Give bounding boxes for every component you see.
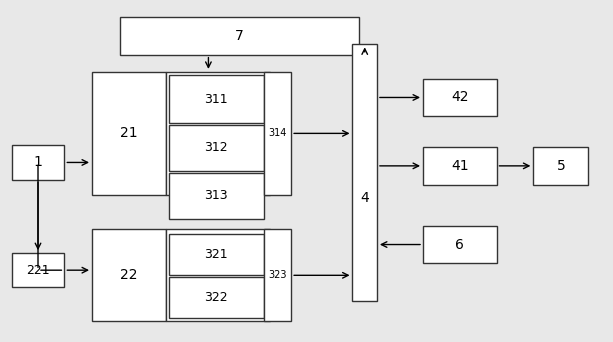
Bar	[169, 277, 264, 318]
Text: 5: 5	[557, 159, 565, 173]
Bar	[166, 229, 270, 321]
Bar	[352, 44, 377, 301]
Bar	[169, 75, 264, 123]
Bar	[264, 72, 291, 195]
Text: 1: 1	[34, 156, 43, 169]
Text: 321: 321	[204, 248, 228, 261]
Bar	[92, 72, 166, 195]
Bar	[169, 173, 264, 219]
Bar	[12, 145, 64, 180]
Text: 42: 42	[451, 91, 468, 104]
Text: 22: 22	[120, 268, 137, 282]
Text: 21: 21	[120, 127, 137, 140]
Bar	[166, 72, 270, 195]
Text: 4: 4	[360, 192, 369, 205]
Text: 41: 41	[451, 159, 468, 173]
Text: 322: 322	[204, 291, 228, 304]
Bar	[169, 125, 264, 171]
Bar	[120, 17, 359, 55]
Text: 311: 311	[204, 93, 228, 106]
Bar	[423, 79, 497, 116]
Bar	[423, 147, 497, 185]
Text: 7: 7	[235, 29, 243, 43]
Text: 6: 6	[455, 238, 464, 251]
Text: 312: 312	[204, 141, 228, 155]
Bar	[423, 226, 497, 263]
Bar	[92, 229, 166, 321]
Text: 314: 314	[268, 128, 286, 139]
Bar	[264, 229, 291, 321]
Bar	[533, 147, 588, 185]
Text: 313: 313	[204, 189, 228, 202]
Text: 221: 221	[26, 264, 50, 277]
Bar	[12, 253, 64, 287]
Text: 323: 323	[268, 270, 287, 280]
Bar	[169, 234, 264, 275]
